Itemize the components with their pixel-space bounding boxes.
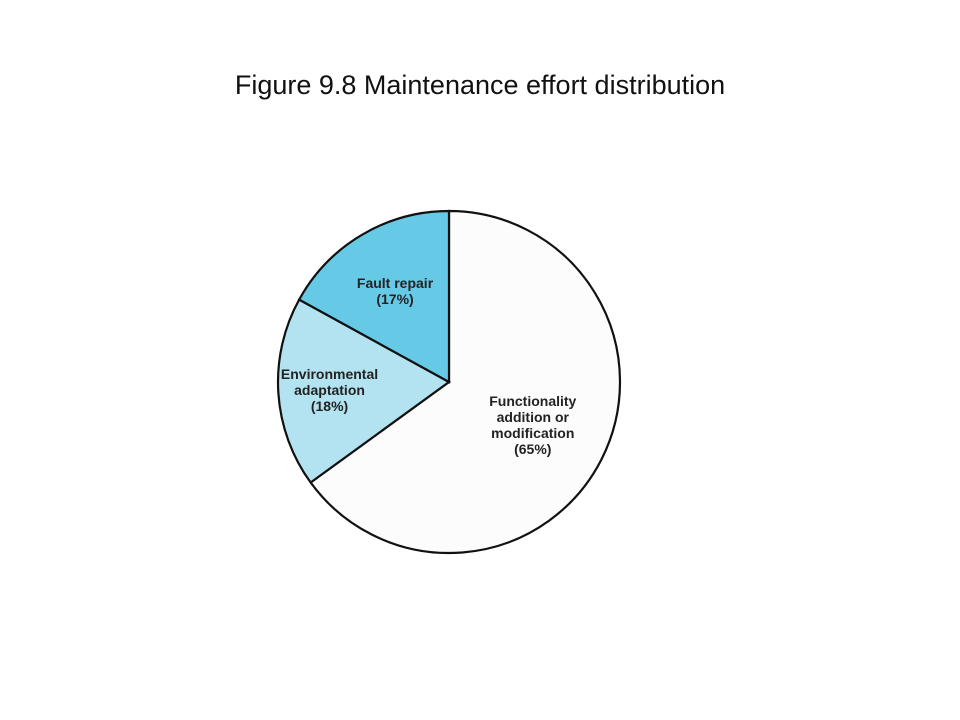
slice-label: Environmental adaptation (18%): [260, 366, 400, 414]
value-label: (17%): [376, 290, 414, 307]
category-label: Functionality addition or modification: [489, 392, 577, 441]
category-label: Environmental adaptation: [280, 365, 379, 398]
pie-slice: [276, 298, 452, 485]
slice-label: Fault repair (17%): [325, 275, 465, 307]
value-label: (18%): [310, 397, 349, 414]
pie-slice: [309, 209, 622, 555]
value-label: (65%): [514, 440, 552, 457]
chart-title: Figure 9.8 Maintenance effort distributi…: [234, 70, 726, 100]
pie-slice: [297, 209, 451, 384]
slice-label: Functionality addition or modification (6…: [463, 393, 603, 457]
category-label: Fault repair: [356, 274, 434, 291]
